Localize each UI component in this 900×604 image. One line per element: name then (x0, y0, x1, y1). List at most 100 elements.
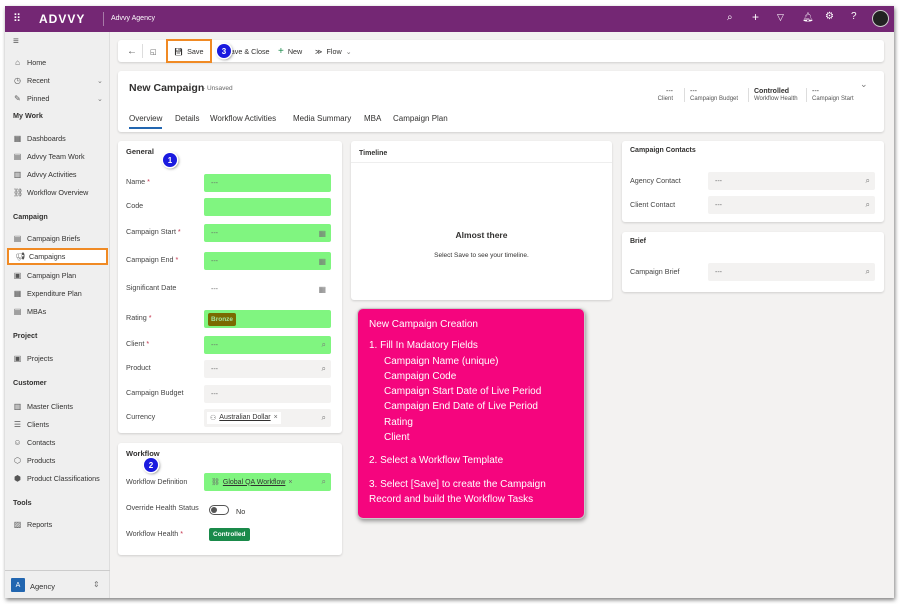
help-icon[interactable]: ? (851, 11, 857, 22)
sidebar-item-clients[interactable]: ☰ Clients (13, 417, 107, 431)
header-field-label: Campaign Start (812, 96, 854, 102)
currency-link[interactable]: Australian Dollar (219, 414, 271, 421)
remove-icon[interactable]: × (288, 478, 293, 486)
search-icon[interactable]: ⌕ (321, 340, 326, 349)
save-button[interactable]: 💾︎ Save (166, 39, 212, 63)
field-label: Name * (126, 177, 150, 186)
sidebar-item-expenditure-plan[interactable]: ▦ Expenditure Plan (13, 286, 107, 300)
timeline-section: Timeline Almost there Select Save to see… (351, 141, 612, 300)
workflow-definition-link[interactable]: Global QA Workflow (222, 478, 286, 486)
sidebar-item-label: Product Classifications (27, 473, 100, 483)
search-icon[interactable]: ⌕ (865, 267, 870, 276)
tab-workflow-activities[interactable]: Workflow Activities (210, 114, 277, 123)
callout-field: Campaign End Date of Live Period (384, 401, 538, 413)
hamburger-icon[interactable]: ≡ (13, 36, 19, 47)
chevron-down-icon[interactable]: ⌄ (96, 75, 103, 85)
override-health-toggle[interactable] (209, 505, 229, 515)
campaign-brief-lookup[interactable]: --- ⌕ (708, 263, 875, 281)
sidebar-item-master-clients[interactable]: ▥ Master Clients (13, 399, 107, 413)
sidebar-item-label: Master Clients (27, 401, 73, 411)
save-icon: 💾︎ (174, 46, 184, 56)
section-title: General (126, 147, 154, 156)
avatar[interactable] (872, 10, 889, 27)
remove-icon[interactable]: × (273, 414, 278, 421)
code-input[interactable] (204, 198, 331, 216)
bell-icon[interactable]: 🔔︎ (802, 12, 814, 22)
sidebar-item-campaigns[interactable]: 📢︎ Campaigns (7, 248, 108, 265)
calendar-icon[interactable]: ▦ (318, 256, 326, 266)
tab-details[interactable]: Details (175, 114, 200, 123)
campaign-end-input[interactable]: --- ▦ (204, 252, 331, 270)
input-value: --- (211, 179, 218, 187)
add-icon[interactable]: + (752, 10, 760, 24)
open-new-window-icon[interactable]: ◱ (150, 46, 157, 56)
product-input[interactable]: --- ⌕ (204, 360, 331, 378)
sidebar-item-dashboards[interactable]: ▦ Dashboards (13, 131, 107, 145)
search-icon[interactable]: ⌕ (321, 477, 326, 486)
significant-date-input[interactable]: --- ▦ (204, 280, 331, 298)
sidebar-item-advvy-team-work[interactable]: ▤ Advvy Team Work (13, 149, 107, 163)
area-switcher-icon[interactable]: ⇕ (93, 580, 100, 589)
sidebar-item-campaign-plan[interactable]: ▣ Campaign Plan (13, 268, 107, 282)
app-launcher-icon[interactable]: ⠿ (13, 13, 22, 25)
sidebar-item-product-classifications[interactable]: ⬢ Product Classifications (13, 471, 107, 485)
plan-icon: ▣ (13, 270, 22, 280)
chevron-down-icon: ⌄ (345, 46, 352, 56)
search-icon[interactable]: ⌕ (865, 176, 870, 185)
timeline-message: Select Save to see your timeline. (434, 252, 529, 259)
client-input[interactable]: --- ⌕ (204, 336, 331, 354)
area-label[interactable]: Agency (30, 582, 56, 591)
input-value: --- (211, 365, 218, 373)
sidebar-item-campaign-briefs[interactable]: ▤ Campaign Briefs (13, 231, 107, 245)
currency-input[interactable]: ⚇ Australian Dollar × ⌕ (204, 409, 331, 427)
sidebar-item-home[interactable]: ⌂ Home (13, 55, 107, 69)
sidebar-item-label: Campaign Briefs (27, 233, 81, 243)
search-icon[interactable]: ⌕ (321, 364, 326, 373)
calendar-icon[interactable]: ▦ (318, 284, 326, 294)
workflow-icon: ⛓ (13, 187, 24, 197)
new-button[interactable]: + New (278, 45, 303, 57)
campaign-budget-input[interactable]: --- (204, 385, 331, 403)
sidebar-item-recent[interactable]: ◷ Recent ⌄ (13, 73, 107, 87)
step-marker-2: 2 (144, 458, 158, 472)
expand-header-icon[interactable]: ⌄ (860, 79, 868, 89)
header-field-value: --- (690, 88, 697, 95)
sidebar-item-products[interactable]: ⬡ Products (13, 453, 107, 467)
field-label: Campaign Budget (126, 388, 184, 397)
name-input[interactable]: --- (204, 174, 331, 192)
app-window: ⠿ ADVVY Advvy Agency ⌕ + ▽ 🔔︎ ⚙ ? ≡ A Ag… (5, 6, 894, 598)
sidebar-item-mbas[interactable]: ▤ MBAs (13, 304, 107, 318)
sidebar-group-header: Campaign (13, 212, 48, 221)
callout-field: Campaign Code (384, 370, 457, 382)
agency-contact-lookup[interactable]: --- ⌕ (708, 172, 875, 190)
sidebar-item-workflow-overview[interactable]: ⛓ Workflow Overview (13, 185, 107, 199)
campaign-start-input[interactable]: --- ▦ (204, 224, 331, 242)
workflow-icon: ⛓ (211, 479, 220, 486)
workflow-definition-lookup[interactable]: ⛓ Global QA Workflow × ⌕ (204, 473, 331, 491)
sidebar-item-label: Recent (27, 75, 50, 85)
tab-campaign-plan[interactable]: Campaign Plan (393, 114, 448, 123)
sidebar-item-contacts[interactable]: ☺ Contacts (13, 435, 107, 449)
filter-icon[interactable]: ▽ (777, 12, 784, 22)
rating-input[interactable]: Bronze (204, 310, 331, 328)
sidebar-group-header: Tools (13, 498, 32, 507)
chevron-down-icon[interactable]: ⌄ (96, 93, 103, 103)
flow-button[interactable]: ≫ Flow ⌄ (315, 46, 352, 56)
search-icon[interactable]: ⌕ (321, 413, 326, 422)
tab-mba[interactable]: MBA (364, 114, 382, 123)
sidebar-item-reports[interactable]: ▨ Reports (13, 517, 107, 531)
header-field-value: Controlled (754, 88, 789, 95)
calendar-icon[interactable]: ▦ (318, 228, 326, 238)
search-icon[interactable]: ⌕ (727, 12, 733, 23)
sidebar-item-pinned[interactable]: ✎ Pinned ⌄ (13, 91, 107, 105)
tab-overview[interactable]: Overview (129, 114, 163, 129)
settings-icon[interactable]: ⚙ (825, 11, 834, 22)
sidebar-item-advvy-activities[interactable]: ▥ Advvy Activities (13, 167, 107, 181)
client-contact-lookup[interactable]: --- ⌕ (708, 196, 875, 214)
building-icon: ▥ (13, 401, 22, 411)
tab-media-summary[interactable]: Media Summary (293, 114, 352, 123)
back-icon[interactable]: ← (127, 45, 137, 57)
sidebar-item-projects[interactable]: ▣ Projects (13, 351, 107, 365)
search-icon[interactable]: ⌕ (865, 200, 870, 209)
save-and-close-button[interactable]: Save & Close (226, 46, 270, 56)
